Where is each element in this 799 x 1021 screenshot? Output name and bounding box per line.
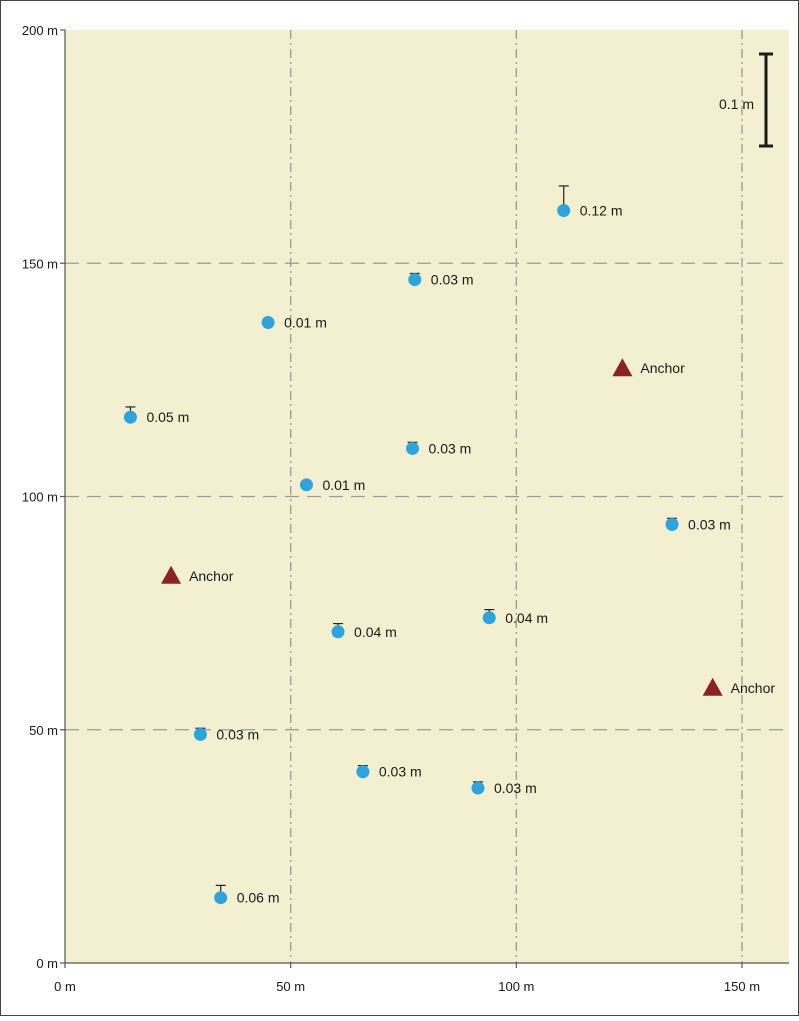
point-error-label: 0.01 m (284, 314, 327, 330)
point-error-label: 0.03 m (688, 516, 731, 532)
y-tick-label: 50 m (29, 723, 58, 738)
tick-labels: 0 m 50 m 100 m 150 m 200 m 0 m 50 m 100 m 150 m (22, 23, 760, 994)
measurement-point (261, 315, 275, 329)
point-error-label: 0.03 m (216, 726, 259, 742)
anchor-marker (612, 358, 633, 377)
point-error-label: 0.03 m (429, 440, 472, 456)
measurement-point (331, 625, 345, 639)
scale-bar: 0.1 m (719, 52, 773, 148)
y-tick-label: 150 m (22, 256, 58, 271)
point-error-label: 0.04 m (505, 610, 548, 626)
measurement-point (408, 273, 422, 287)
y-tick-label: 100 m (22, 490, 58, 505)
point-error-label: 0.04 m (354, 624, 397, 640)
measurement-point (557, 204, 571, 218)
anchors: Anchor Anchor Anchor (161, 358, 775, 696)
gridlines (65, 30, 789, 963)
measurement-point (193, 727, 207, 741)
measurement-point (299, 478, 313, 492)
anchor-marker (702, 677, 723, 696)
point-error-label: 0.03 m (494, 780, 537, 796)
measurement-point (356, 765, 370, 779)
measurement-point (482, 611, 496, 625)
point-error-label: 0.06 m (237, 890, 280, 906)
y-tick-label: 0 m (36, 956, 58, 971)
axes (60, 29, 789, 968)
measurement-point (406, 441, 420, 455)
scale-bar-label: 0.1 m (719, 96, 754, 112)
y-tick-label: 200 m (22, 23, 58, 38)
x-tick-label: 50 m (276, 979, 305, 994)
x-tick-label: 150 m (724, 979, 760, 994)
point-error-label: 0.03 m (379, 764, 422, 780)
data-points: 0.12 m 0.03 m 0.01 m 0.05 m 0.03 m 0.01 m 0.03… (123, 203, 731, 906)
anchor-label: Anchor (731, 680, 776, 696)
point-error-label: 0.01 m (322, 477, 365, 493)
anchor-label: Anchor (189, 568, 234, 584)
measurement-point (214, 891, 228, 905)
point-error-label: 0.05 m (146, 409, 189, 425)
measurement-point (123, 410, 137, 424)
x-tick-label: 0 m (54, 979, 76, 994)
x-tick-label: 100 m (498, 979, 534, 994)
point-error-label: 0.03 m (431, 272, 474, 288)
measurement-point (471, 781, 485, 795)
anchor-label: Anchor (640, 360, 685, 376)
measurement-point (665, 517, 679, 531)
anchor-marker (161, 565, 182, 584)
point-error-label: 0.12 m (580, 203, 623, 219)
